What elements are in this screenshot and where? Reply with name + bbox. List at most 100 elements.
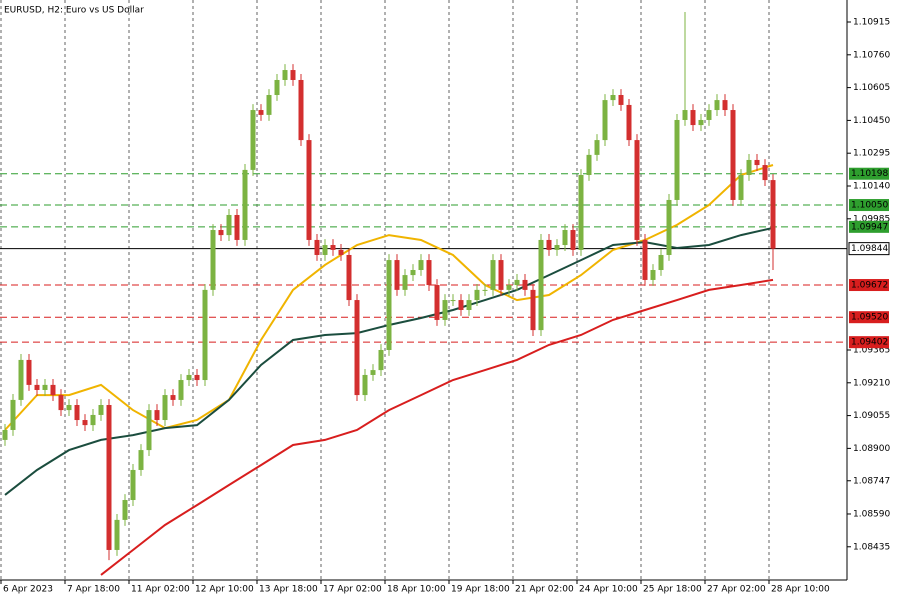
x-tick-label: 17 Apr 02:00 (323, 585, 382, 595)
candle-body (210, 230, 216, 290)
candle-body (658, 254, 664, 271)
candle-body (482, 289, 488, 291)
candle-body (266, 95, 272, 115)
candle-body (610, 95, 616, 101)
x-tick-label: 18 Apr 10:00 (387, 585, 446, 595)
x-tick-label: 27 Apr 02:00 (707, 585, 766, 595)
price-level-label: 1.10050 (851, 201, 888, 211)
x-tick-label: 11 Apr 02:00 (131, 585, 190, 595)
candle-body (762, 165, 768, 181)
candle-body (362, 374, 368, 396)
candle-body (138, 450, 144, 470)
candle-body (122, 500, 128, 520)
y-tick-label: 1.08590 (853, 509, 890, 519)
candle-body (82, 420, 88, 426)
candle-body (370, 370, 376, 375)
candle-body (442, 300, 448, 320)
candle-body (10, 399, 16, 430)
price-level-label: 1.09947 (851, 222, 888, 232)
candle-body (346, 254, 352, 301)
candle-body (106, 405, 112, 550)
candle-body (130, 469, 136, 501)
candle-body (354, 300, 360, 396)
candle-body (714, 100, 720, 111)
candle-body (274, 79, 280, 96)
candle-body (554, 245, 560, 250)
candle-body (26, 359, 32, 385)
candle-body (66, 405, 72, 411)
candle-body (698, 119, 704, 126)
candle-body (530, 289, 536, 331)
candle-body (666, 199, 672, 255)
candle-body (506, 285, 512, 290)
candle-body (202, 289, 208, 381)
candle-body (634, 140, 640, 240)
price-level-label: 1.09520 (851, 313, 888, 323)
candle-body (602, 100, 608, 141)
candle-body (290, 70, 296, 80)
x-tick-label: 24 Apr 10:00 (579, 585, 638, 595)
candle-body (258, 110, 264, 115)
candle-body (250, 110, 256, 170)
candle-body (498, 260, 504, 290)
price-level-label: 1.09672 (851, 281, 888, 291)
x-tick-label: 25 Apr 18:00 (643, 585, 702, 595)
candle-body (706, 110, 712, 120)
y-tick-label: 1.09210 (853, 378, 890, 388)
candle-body (42, 384, 48, 390)
candle-body (434, 285, 440, 320)
candle-body (418, 260, 424, 271)
candle-body (282, 70, 288, 80)
candle-body (34, 384, 40, 390)
candle-body (754, 159, 760, 166)
candle-body (722, 100, 728, 111)
candle-body (242, 169, 248, 240)
candle-body (546, 239, 552, 250)
candle-body (98, 405, 104, 415)
candle-body (18, 359, 24, 400)
candle-body (178, 380, 184, 400)
candle-body (402, 275, 408, 290)
price-level-tag (849, 167, 889, 180)
candle-body (386, 260, 392, 350)
candle-body (522, 279, 528, 290)
candle-body (770, 180, 776, 249)
x-tick-label: 7 Apr 18:00 (67, 585, 120, 595)
candle-body (514, 279, 520, 286)
price-level-tag (849, 336, 889, 349)
y-tick-label: 1.10140 (853, 181, 890, 191)
y-tick-label: 1.08435 (853, 542, 890, 552)
candle-body (154, 410, 160, 421)
price-level-tag (849, 199, 889, 212)
candle-body (50, 384, 56, 396)
candle-body (690, 110, 696, 126)
candle-body (474, 289, 480, 301)
candle-body (338, 249, 344, 255)
candle-body (90, 414, 96, 426)
candle-body (618, 95, 624, 105)
candle-body (162, 395, 168, 421)
candle-body (538, 239, 544, 331)
candle-body (306, 140, 312, 240)
candle-body (490, 260, 496, 290)
price-level-tag (849, 220, 889, 233)
candle-body (450, 300, 456, 302)
price-level-label: 1.10198 (851, 169, 888, 179)
y-tick-label: 1.08900 (853, 444, 890, 454)
candle-body (426, 260, 432, 286)
candle-body (578, 174, 584, 250)
x-tick-label: 28 Apr 10:00 (771, 585, 830, 595)
candle-body (594, 140, 600, 155)
candle-body (194, 374, 200, 381)
candle-body (114, 519, 120, 550)
y-tick-label: 1.08747 (853, 476, 890, 486)
y-tick-label: 1.09365 (853, 345, 890, 355)
candle-body (730, 110, 736, 200)
y-tick-label: 1.10605 (853, 83, 890, 93)
candle-body (146, 410, 152, 451)
price-level-label: 1.09844 (851, 244, 888, 254)
price-level-tag (849, 311, 889, 324)
y-tick-label: 1.09055 (853, 411, 890, 421)
